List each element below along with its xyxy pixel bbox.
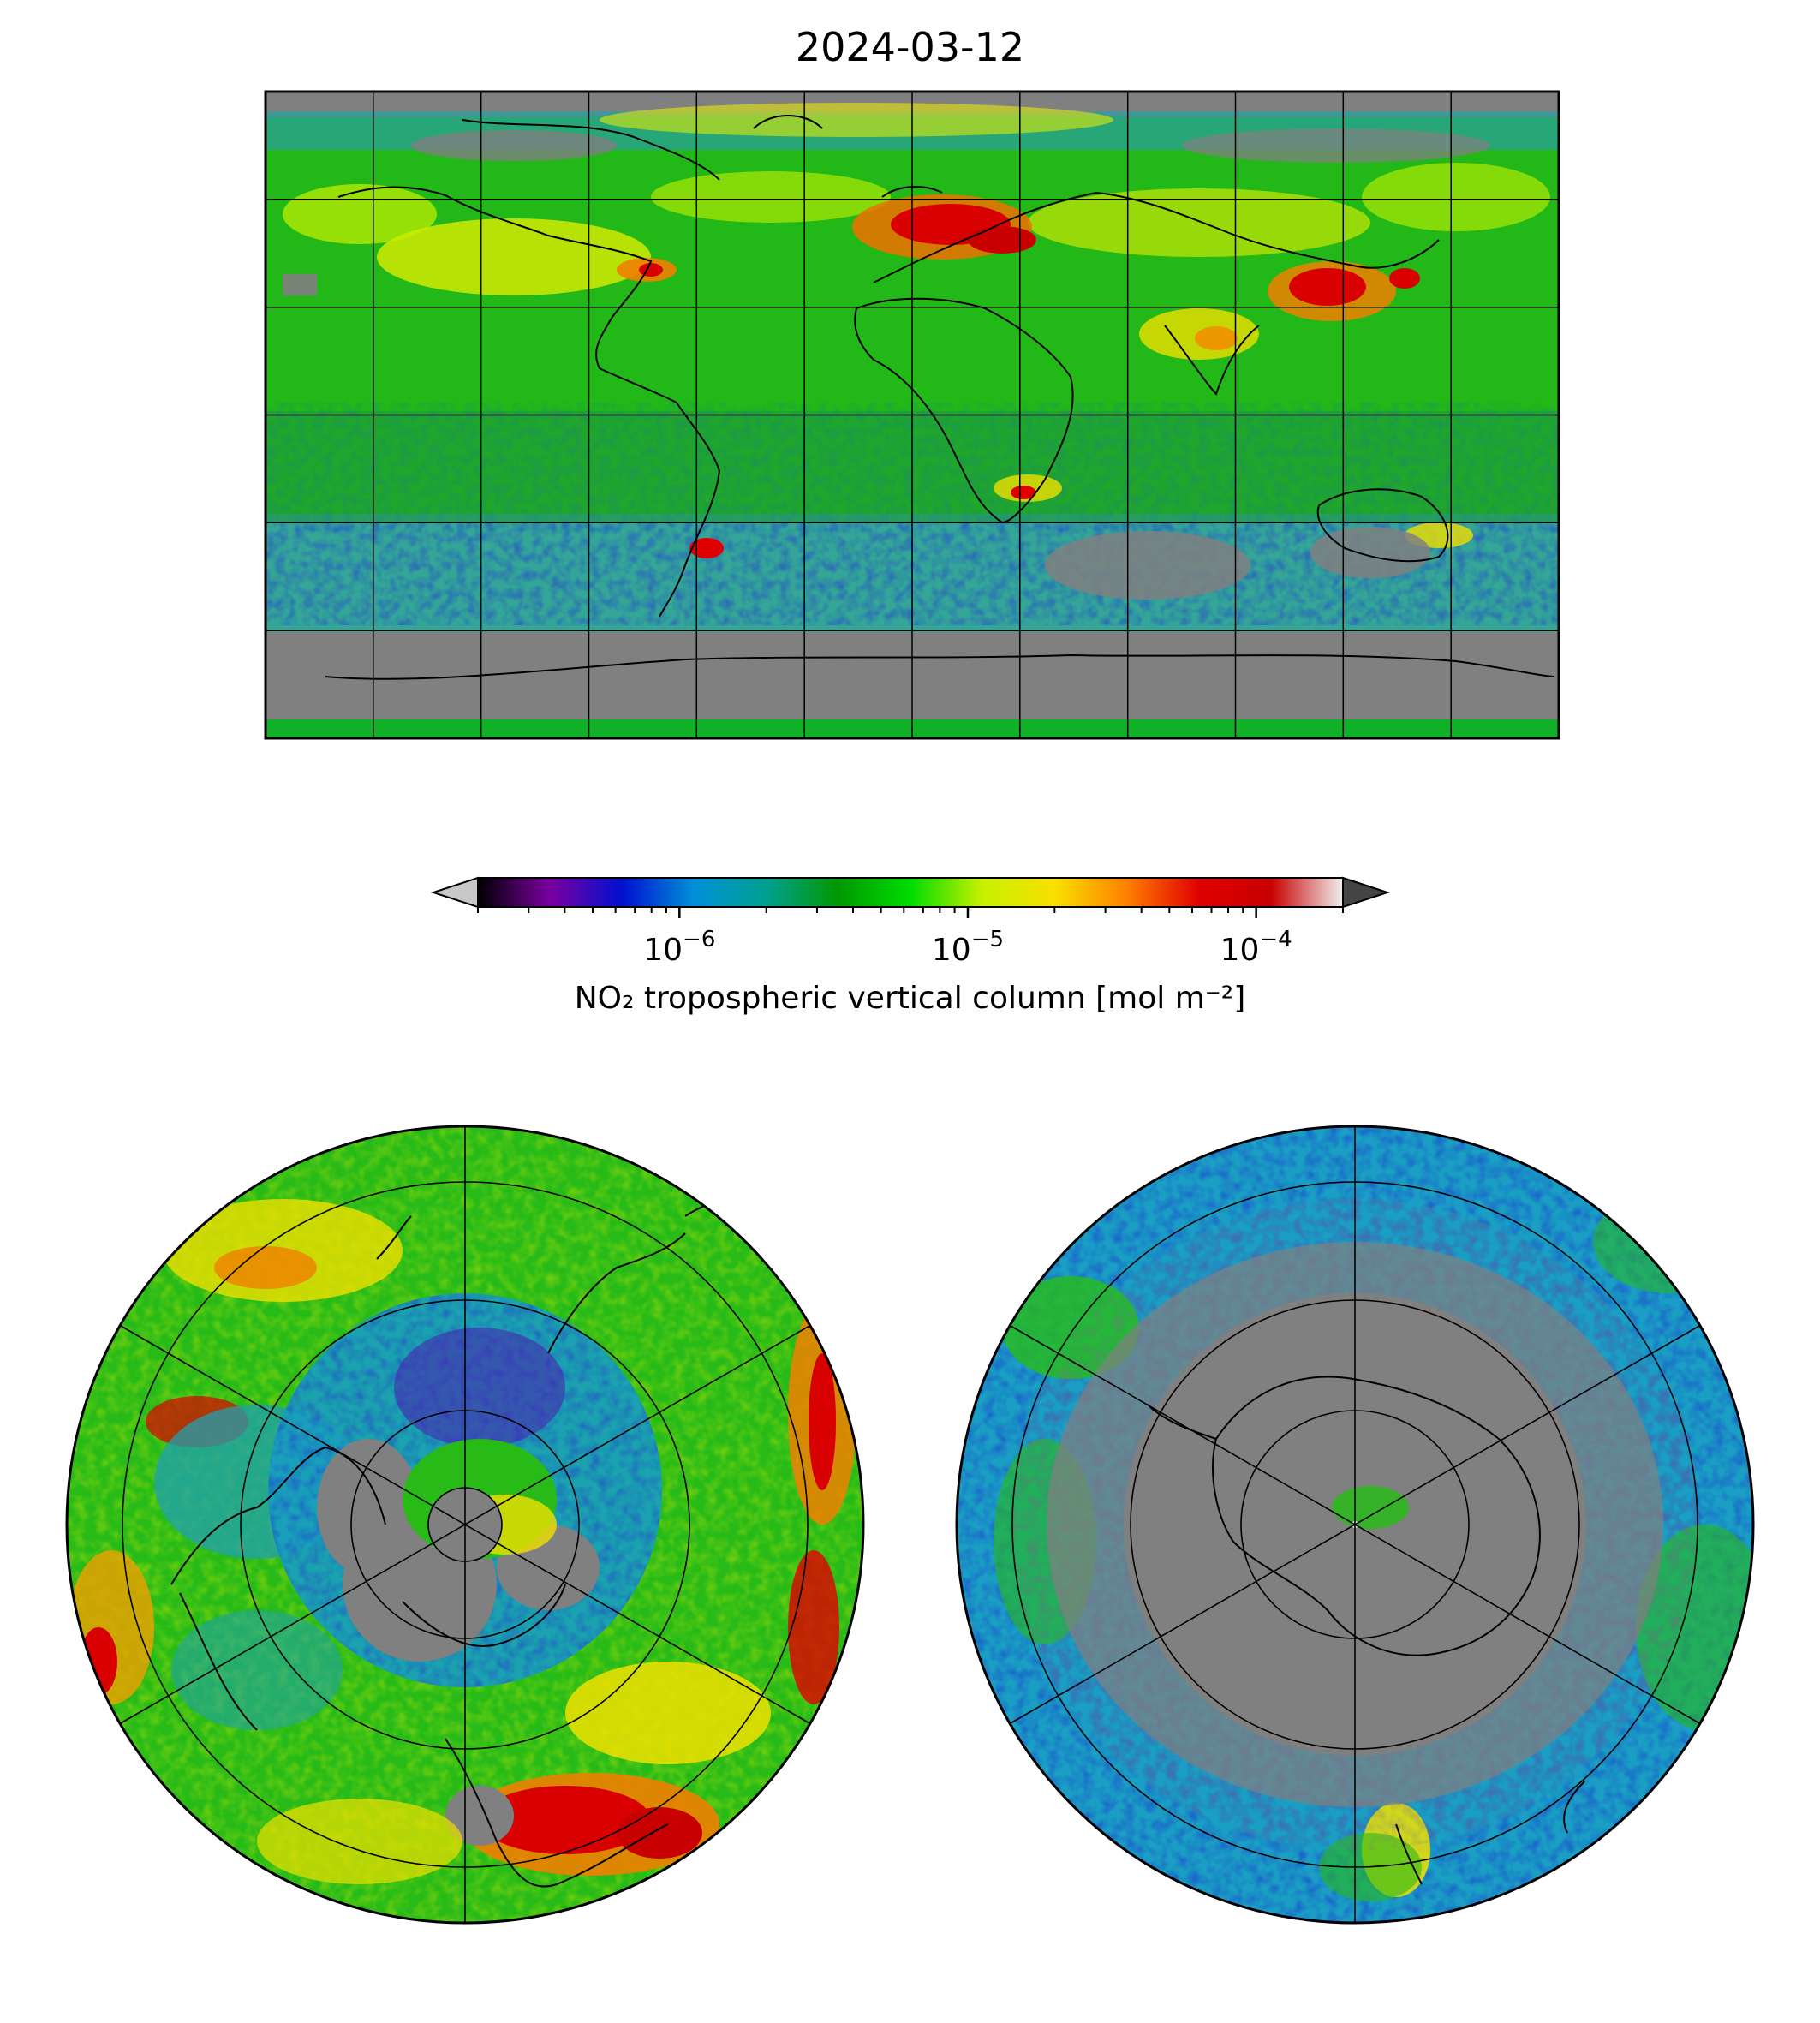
colorbar-tick-label: 10−6 <box>643 927 715 968</box>
north-polar-map <box>65 1125 865 1925</box>
north-polar-frame <box>65 1125 865 1925</box>
south-polar-map <box>955 1125 1755 1925</box>
colorbar-under-extension <box>430 876 479 909</box>
world-map-frame <box>264 90 1560 740</box>
colorbar-tick-label: 10−4 <box>1220 927 1292 968</box>
colorbar-over-extension <box>1342 876 1391 909</box>
colorbar-tick-label: 10−5 <box>932 927 1004 968</box>
figure-title: 2024-03-12 <box>795 24 1025 70</box>
south-polar-frame <box>955 1125 1755 1925</box>
world-map <box>264 90 1560 740</box>
colorbar-gradient <box>477 877 1344 908</box>
colorbar-ticks: 10−6 10−5 10−4 <box>477 907 1344 968</box>
colorbar-label: NO₂ tropospheric vertical column [mol m⁻… <box>574 981 1246 1016</box>
world-gridlines <box>266 92 1559 738</box>
